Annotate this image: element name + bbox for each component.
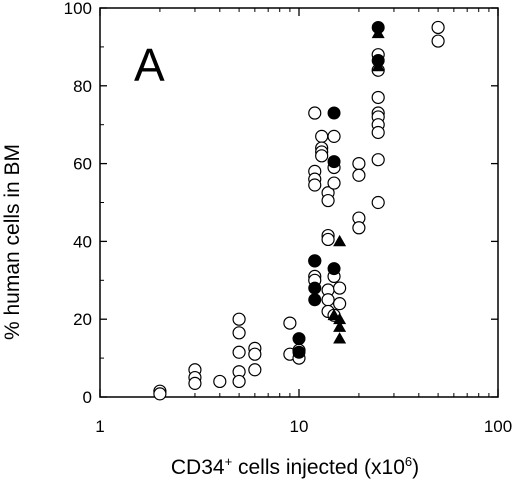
data-point-open-circle (352, 221, 366, 235)
data-point-open-circle (321, 232, 335, 247)
x-axis-title-sup: + (225, 454, 233, 469)
data-point-filled-circle (327, 155, 341, 169)
data-point-filled-circle (308, 254, 322, 268)
data-point-open-circle (153, 387, 167, 401)
data-point-open-circle (315, 129, 329, 143)
data-point-filled-circle (327, 262, 341, 276)
data-point-open-circle (327, 129, 341, 143)
data-point-open-circle (371, 153, 385, 167)
data-point-open-circle (315, 149, 329, 163)
data-point-open-circle (308, 178, 322, 192)
data-point-open-circle (248, 363, 262, 377)
y-tick-label: 20 (73, 310, 92, 329)
data-point-open-circle (352, 157, 366, 171)
data-point-open-circle (188, 376, 202, 390)
data-point-filled-circle (327, 106, 341, 120)
data-point-filled-circle (308, 293, 322, 307)
x-axis-title-close: ) (412, 456, 419, 479)
data-point-open-circle (232, 374, 246, 389)
x-axis-title-exp: 6 (405, 454, 412, 469)
data-point-open-circle (431, 20, 445, 35)
data-point-open-circle (283, 316, 297, 330)
data-point-open-circle (352, 168, 366, 182)
y-tick-label: 60 (73, 155, 92, 174)
data-point-filled-triangle (333, 332, 347, 344)
data-point-filled-circle (292, 345, 306, 359)
data-point-open-circle (248, 347, 262, 361)
data-point-open-circle (232, 326, 246, 340)
y-tick-label: 0 (83, 388, 92, 407)
plot-axes: 0 20 40 60 80 100 1 10 100 (64, 0, 513, 436)
data-point-open-circle (371, 125, 385, 140)
x-axis-title-main: CD34 (171, 456, 225, 479)
data-point-filled-triangle (333, 320, 347, 332)
data-point-open-circle (308, 106, 322, 120)
x-tick-label: 10 (290, 417, 309, 436)
x-tick-label: 1 (95, 417, 104, 436)
data-point-filled-triangle (333, 234, 347, 247)
data-point-open-circle (333, 297, 347, 311)
panel-label: A (134, 39, 165, 91)
y-tick-label: 100 (64, 0, 92, 18)
x-axis-title-rest: cells injected (x10 (232, 456, 405, 479)
y-tick-label: 40 (73, 232, 92, 251)
data-point-open-circle (213, 374, 227, 389)
data-point-open-circle (321, 193, 335, 208)
data-point-filled-triangle (333, 312, 347, 325)
y-tick-label: 80 (73, 77, 92, 96)
data-point-open-circle (232, 312, 246, 326)
data-point-open-circle (371, 90, 385, 105)
data-point-open-circle (327, 176, 341, 190)
y-axis-title: % human cells in BM (1, 144, 24, 340)
data-point-open-circle (333, 281, 347, 295)
data-point-open-circle (431, 34, 445, 48)
data-point-open-circle (232, 345, 246, 359)
data-point-open-circle (321, 293, 335, 307)
x-axis-title: CD34+ cells injected (x106) (171, 454, 419, 479)
data-point-filled-triangle (371, 59, 385, 72)
data-point-filled-triangle (371, 26, 385, 39)
data-points (153, 20, 445, 401)
data-point-filled-circle (292, 332, 306, 346)
x-tick-label: 100 (484, 417, 512, 436)
data-point-open-circle (371, 195, 385, 210)
data-point-filled-circle (308, 281, 322, 295)
